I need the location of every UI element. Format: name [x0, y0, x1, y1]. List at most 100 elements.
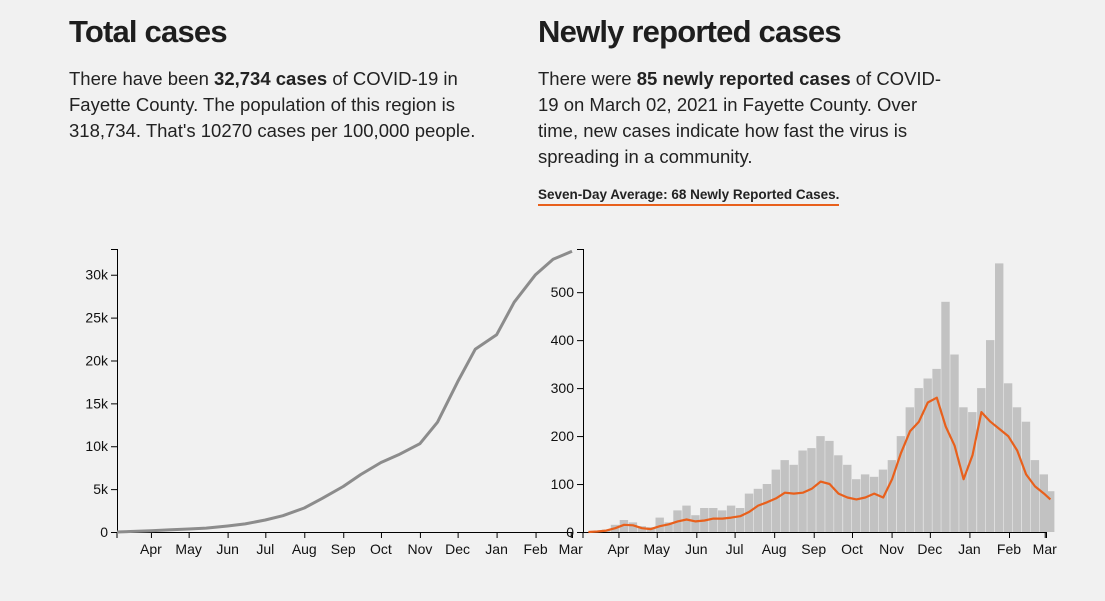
new-cases-bar [1046, 491, 1055, 532]
total-x-tick: May [175, 532, 202, 557]
new-cases-bar [968, 412, 977, 532]
total-x-tick-label: Apr [140, 541, 162, 557]
new-cases-bar [1030, 460, 1040, 532]
new-cases-bar [691, 515, 700, 532]
new-cases-bar [986, 340, 995, 532]
total-x-tick-label: Oct [370, 541, 392, 557]
new-x-tick: Oct [841, 532, 863, 557]
new-cases-description: There were 85 newly reported cases of CO… [538, 66, 958, 170]
new-cases-bar [1012, 407, 1022, 532]
new-x-tick: Jun [685, 532, 708, 557]
new-x-tick-label: Oct [841, 541, 863, 557]
new-cases-bar [825, 440, 834, 532]
new-x-tick-label: Dec [917, 541, 942, 557]
new-cases-bar [1003, 383, 1013, 532]
new-cases-chart: 0 100 200 300 400 500 Apr May Jun Jul Aug Sep Oct Nov… [551, 249, 1057, 557]
total-y-tick-label: 25k [85, 310, 109, 326]
new-cases-bar [735, 508, 745, 532]
total-x-tick-label: Jun [216, 541, 239, 557]
new-x-tick: Aug [762, 532, 787, 557]
total-x-tick: Feb [523, 532, 548, 557]
new-x-tick-label: Jun [685, 541, 708, 557]
new-cases-bar [726, 505, 736, 532]
new-cases-title: Newly reported cases [538, 14, 842, 49]
total-x-tick-label: May [175, 541, 201, 557]
new-cases-bar [905, 407, 914, 532]
new-cases-bar [860, 474, 870, 532]
new-y-tick-label: 300 [551, 380, 575, 396]
new-y-tick: 100 [551, 476, 583, 492]
new-y-tick: 500 [551, 284, 583, 300]
new-cases-bar [941, 301, 950, 532]
total-x-axis-line [116, 532, 573, 538]
total-y-tick: 20k [85, 352, 117, 368]
total-y-tick-label: 5k [93, 481, 109, 497]
total-x-tick: Sep [331, 532, 356, 557]
total-y-tick: 15k [85, 395, 117, 411]
seven-day-average-label: Seven-Day Average: 68 Newly Reported Cas… [538, 187, 840, 206]
total-cases-chart: 0 5k 10k 15k 20k 25k 30k Apr May Jun Jul Aug Sep Oct N… [85, 249, 583, 557]
new-y-tick: 300 [551, 380, 583, 396]
total-x-tick: Nov [407, 532, 432, 557]
total-x-tick-label: Aug [292, 541, 317, 557]
new-x-tick: Jul [726, 532, 744, 557]
total-x-tick: Jun [216, 532, 239, 557]
new-x-tick: May [644, 532, 670, 557]
new-y-tick: 200 [551, 428, 583, 444]
total-y-tick-label: 30k [85, 267, 109, 283]
new-cases-bar [977, 388, 986, 532]
total-x-tick: Apr [140, 532, 162, 557]
new-cases-bar [628, 522, 638, 532]
total-y-tick-label: 10k [85, 438, 109, 454]
new-y-tick-label: 400 [551, 332, 575, 348]
new-cases-text-1: There were [538, 68, 637, 89]
total-y-tick-label: 20k [85, 352, 109, 368]
new-x-tick-label: Aug [762, 541, 787, 557]
new-cases-bar [995, 263, 1004, 532]
new-cases-bar [878, 469, 888, 532]
new-cases-text-2: of COVID-19 on March 02, 2021 in Fayette… [538, 68, 942, 167]
total-cases-text-2: of COVID-19 in Fayette County. The popul… [69, 68, 476, 141]
new-cases-bar [664, 522, 673, 532]
new-x-tick-label: Jan [958, 541, 981, 557]
new-cases-bar [923, 378, 932, 532]
new-x-tick: Jan [958, 532, 981, 557]
new-y-tick: 400 [551, 332, 583, 348]
new-cases-bar [816, 436, 825, 532]
total-x-tick: Dec [445, 532, 470, 557]
total-y-tick: 10k [85, 438, 117, 454]
total-x-tick: Aug [292, 532, 317, 557]
total-x-tick-label: Nov [407, 541, 432, 557]
total-y-tick: 0 [100, 524, 117, 540]
total-x-tick-label: Jan [485, 541, 508, 557]
total-y-tick-label: 15k [85, 395, 109, 411]
total-cases-count: 32,734 cases [214, 68, 328, 89]
new-y-tick-label: 100 [551, 476, 575, 492]
new-cases-bar [1039, 474, 1048, 532]
new-cases-bar [780, 460, 789, 532]
total-y-tick: 5k [93, 481, 117, 497]
new-x-tick-label: Mar [1033, 541, 1057, 557]
total-x-tick-label: Dec [445, 541, 470, 557]
new-y-axis-line [577, 249, 584, 533]
new-cases-bar [852, 479, 861, 532]
new-y-tick-label: 200 [551, 428, 575, 444]
new-x-tick-label: Apr [608, 541, 630, 557]
seven-day-average-line [588, 396, 1052, 534]
new-cases-bar [932, 368, 941, 532]
total-x-tick-label: Mar [559, 541, 583, 557]
total-y-tick-label: 0 [100, 524, 108, 540]
new-x-tick: Dec [917, 532, 942, 557]
new-x-tick-label: Feb [997, 541, 1021, 557]
new-cases-bar [753, 488, 763, 532]
new-x-axis-line [582, 532, 1047, 538]
total-x-tick: Mar [559, 532, 583, 557]
total-x-tick: Jan [485, 532, 508, 557]
new-cases-bar [1021, 421, 1031, 532]
new-y-tick: 0 [566, 524, 583, 540]
new-cases-bars [592, 263, 1055, 532]
new-cases-bar [709, 508, 718, 532]
new-cases-bar [887, 460, 897, 532]
new-cases-bar [718, 510, 727, 532]
